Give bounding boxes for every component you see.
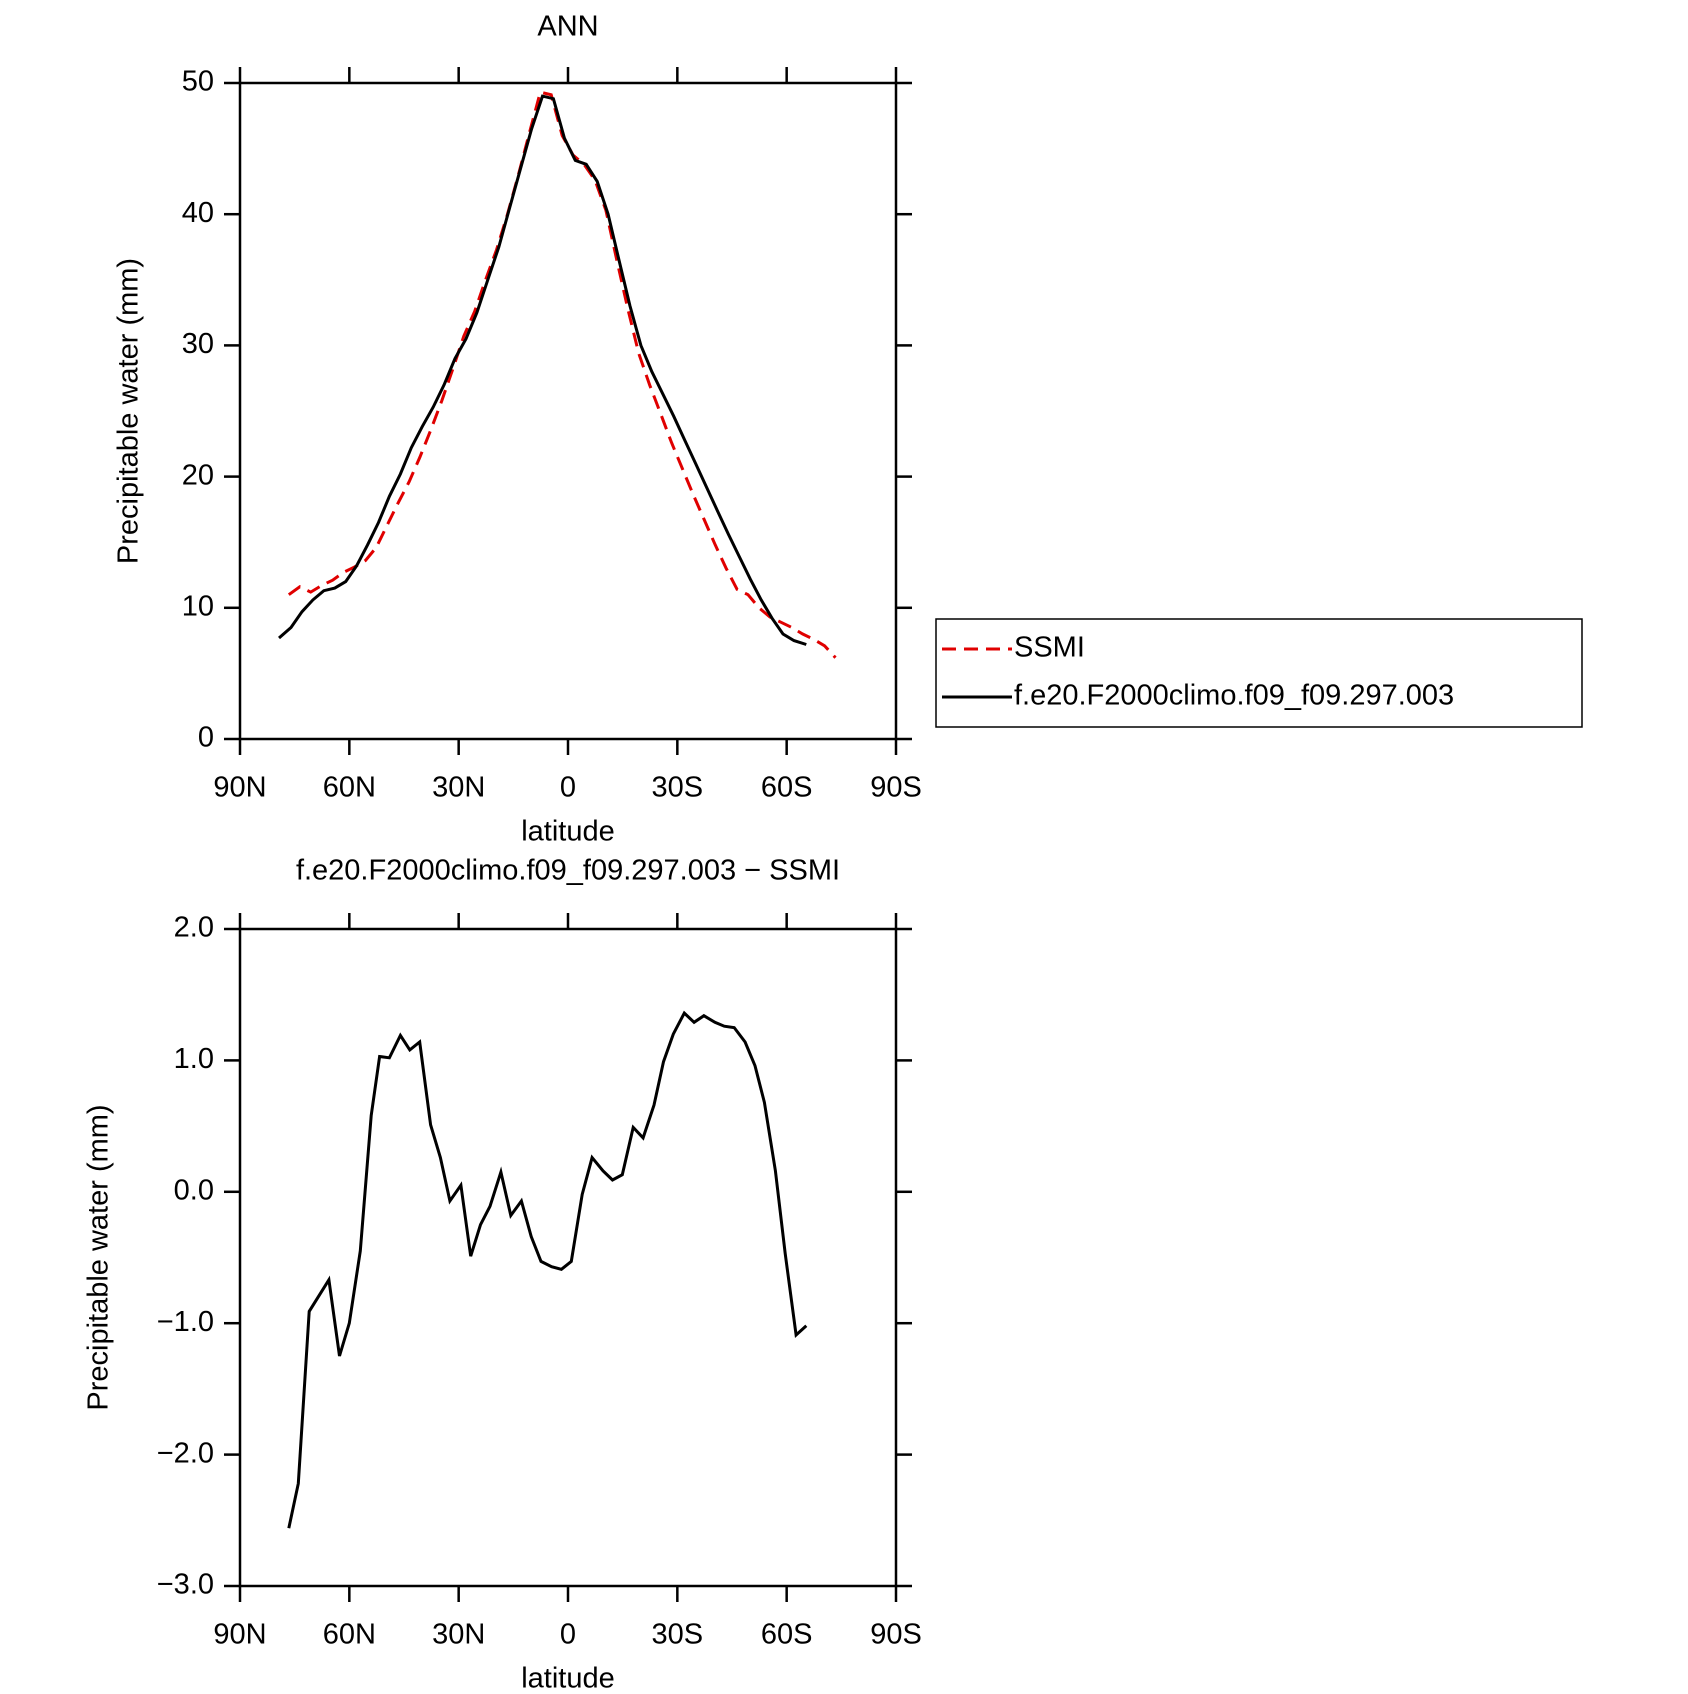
legend-box: [935, 618, 1583, 728]
x-tick-label: 90N: [213, 772, 266, 804]
y-tick-label: 2.0: [174, 912, 214, 944]
x-tick-label: 60S: [761, 772, 813, 804]
x-tick-label: 30S: [652, 1619, 704, 1651]
x-tick-label: 90S: [870, 772, 922, 804]
y-axis-label: Precipitable water (mm): [113, 258, 145, 564]
y-tick-label: 0.0: [174, 1174, 214, 1206]
y-tick-label: −2.0: [157, 1437, 214, 1469]
x-tick-label: 30N: [432, 772, 485, 804]
x-axis-label: latitude: [521, 816, 615, 848]
x-tick-label: 60N: [323, 1619, 376, 1651]
x-tick-label: 60N: [323, 772, 376, 804]
x-tick-label: 90S: [870, 1619, 922, 1651]
series-line: [287, 90, 837, 659]
y-tick-label: 30: [182, 328, 214, 360]
y-tick-label: 0: [198, 722, 214, 754]
y-tick-label: 50: [182, 66, 214, 98]
legend-label: f.e20.F2000climo.f09_f09.297.003: [1014, 680, 1454, 712]
y-axis-label: Precipitable water (mm): [83, 1104, 115, 1410]
chart-title: f.e20.F2000climo.f09_f09.297.003 − SSMI: [296, 855, 840, 887]
series-line: [278, 94, 807, 646]
y-tick-label: 1.0: [174, 1043, 214, 1075]
y-tick-label: 40: [182, 197, 214, 229]
x-tick-label: 0: [560, 772, 576, 804]
x-tick-label: 30S: [652, 772, 704, 804]
y-tick-label: 20: [182, 459, 214, 491]
series-line: [287, 1010, 808, 1529]
x-tick-label: 0: [560, 1619, 576, 1651]
x-tick-label: 30N: [432, 1619, 485, 1651]
y-tick-label: −1.0: [157, 1306, 214, 1338]
legend-label: SSMI: [1014, 632, 1085, 664]
x-axis-label: latitude: [521, 1663, 615, 1694]
plot-frame: [238, 927, 898, 1588]
y-tick-label: 10: [182, 590, 214, 622]
y-tick-label: −3.0: [157, 1569, 214, 1601]
chart-title: ANN: [537, 11, 598, 43]
x-tick-label: 90N: [213, 1619, 266, 1651]
x-tick-label: 60S: [761, 1619, 813, 1651]
